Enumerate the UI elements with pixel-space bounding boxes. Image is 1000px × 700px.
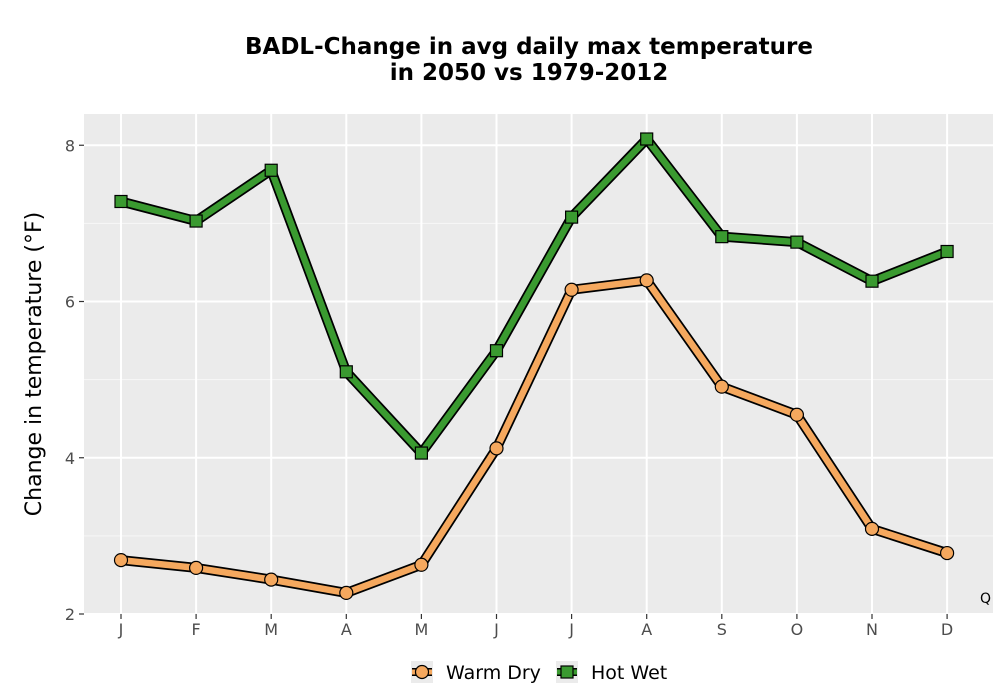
data-point: [865, 274, 879, 288]
data-point: [864, 521, 880, 536]
data-point: [113, 552, 129, 568]
legend-key-marker: [560, 665, 574, 679]
x-tick-label: M: [264, 620, 278, 639]
x-tick-label: J: [118, 620, 124, 639]
x-tick-label: M: [414, 620, 428, 639]
x-tick-label: O: [791, 620, 804, 639]
data-point: [339, 365, 353, 379]
series-warm-dry: [113, 273, 955, 601]
x-tick-label: S: [717, 620, 727, 639]
x-tick-label: D: [941, 620, 953, 639]
data-point: [940, 244, 954, 259]
data-point: [715, 230, 729, 244]
data-point: [789, 407, 805, 422]
data-point: [414, 557, 429, 572]
x-tick-label: J: [493, 620, 499, 639]
y-tick-label: 2: [65, 605, 75, 624]
series-line: [117, 135, 951, 457]
y-tick-label: 6: [65, 293, 75, 312]
data-point: [790, 235, 804, 249]
y-tick-label: 4: [65, 449, 75, 468]
data-point: [189, 214, 203, 228]
legend-label: Warm Dry: [446, 662, 541, 684]
data-point: [640, 132, 654, 146]
x-tick-label: N: [866, 620, 878, 639]
data-point: [264, 163, 278, 177]
x-tick-label: A: [341, 620, 352, 639]
y-axis: 2 4 6 8: [65, 136, 84, 624]
x-tick-label: F: [191, 620, 200, 639]
data-point: [489, 441, 504, 456]
series-layer: [113, 132, 955, 601]
legend-label: Hot Wet: [591, 662, 667, 684]
data-point: [564, 210, 579, 224]
data-point: [939, 545, 955, 561]
series-line: [117, 277, 951, 597]
chart-title-line-2: in 2050 vs 1979-2012: [390, 60, 669, 86]
data-point: [189, 560, 204, 576]
legend: Warm Dry Hot Wet: [411, 661, 667, 684]
y-tick-label: 8: [65, 136, 75, 155]
legend-key-marker: [414, 664, 430, 680]
data-point: [339, 585, 354, 601]
series-hot-wet: [114, 132, 954, 460]
data-point: [489, 344, 504, 358]
y-axis-title: Change in temperature (°F): [22, 212, 47, 516]
legend-item: Hot Wet: [556, 661, 667, 684]
legend-item: Warm Dry: [411, 661, 541, 684]
x-tick-label: J: [568, 620, 574, 639]
data-point: [114, 194, 128, 209]
data-point: [564, 282, 579, 297]
corner-note: Q: [980, 591, 991, 607]
x-tick-label: A: [641, 620, 652, 639]
data-point: [414, 446, 428, 460]
data-point: [714, 379, 729, 394]
data-point: [264, 572, 279, 587]
chart-title-line-1: BADL-Change in avg daily max temperature: [245, 34, 813, 60]
data-point: [639, 273, 654, 288]
